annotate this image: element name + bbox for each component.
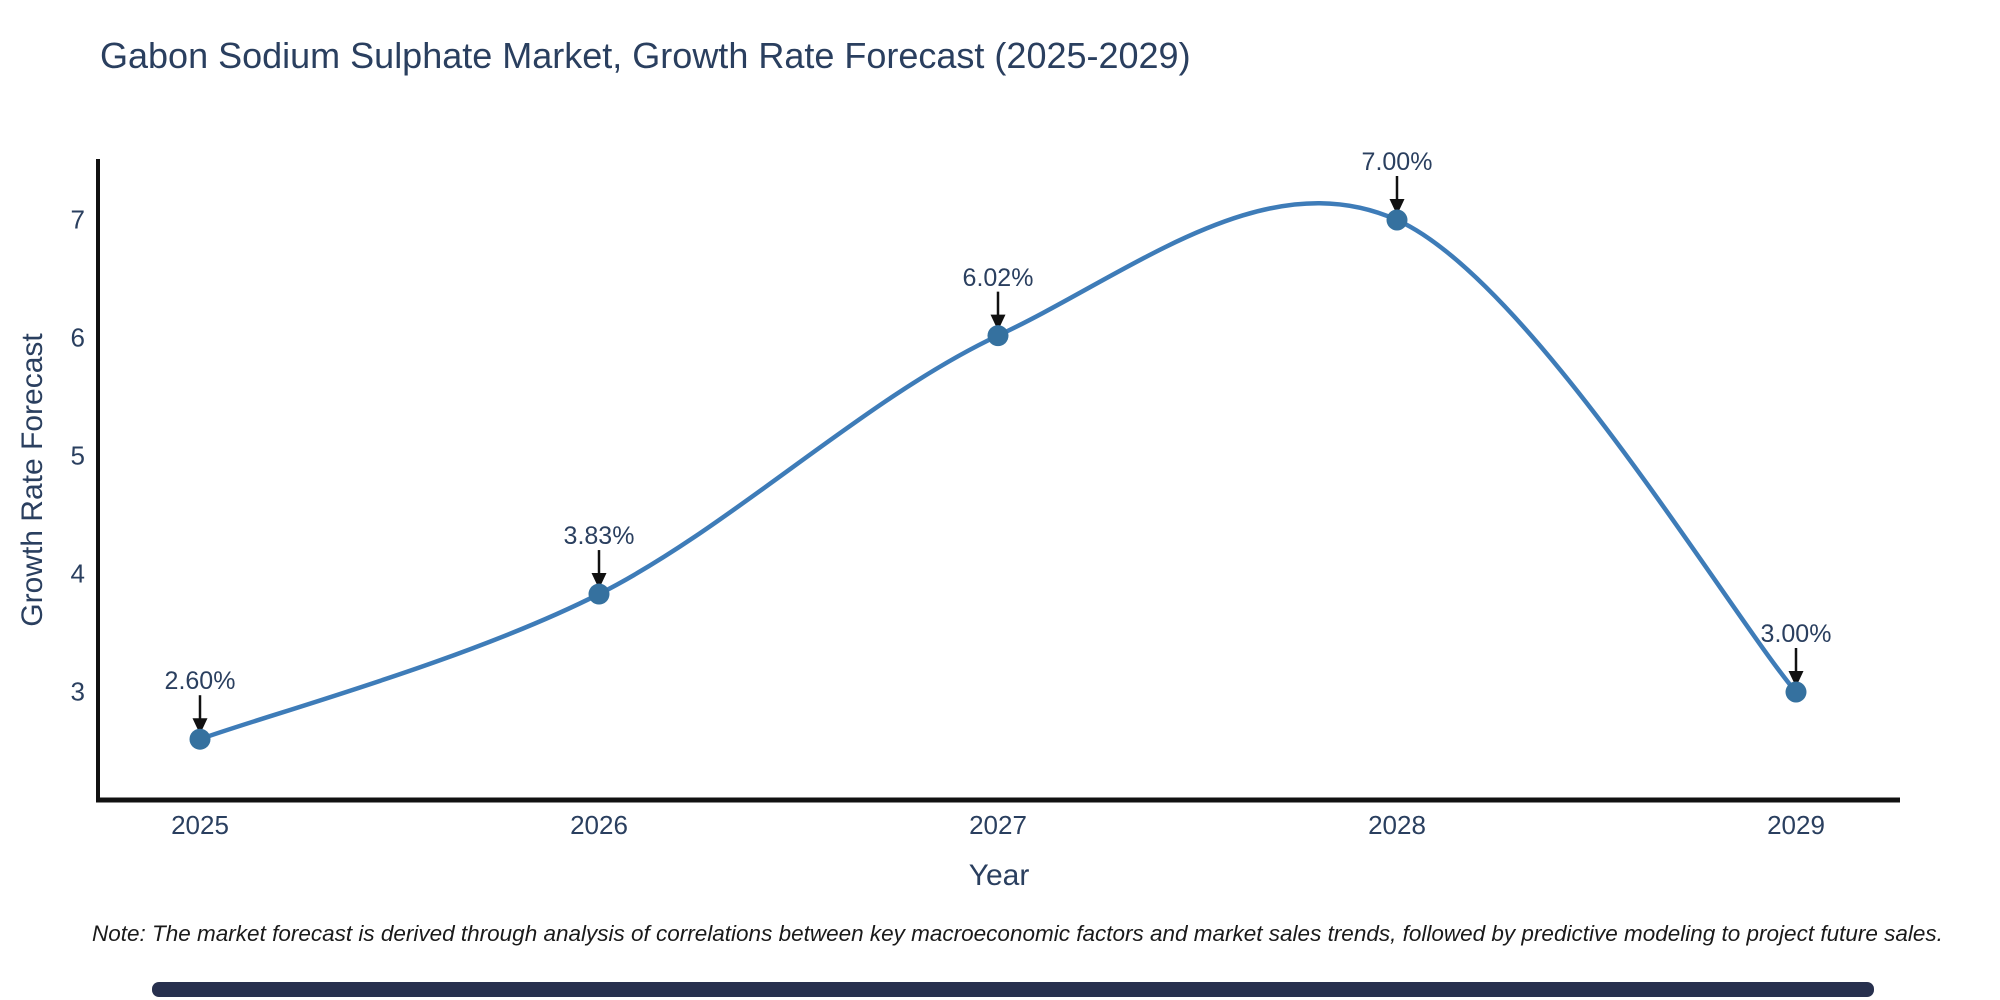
point-annotation: 7.00% — [1361, 148, 1433, 176]
trend-line — [197, 201, 1799, 742]
point-annotation: 2.60% — [164, 667, 236, 696]
point-annotation: 3.83% — [563, 522, 635, 551]
y-tick-label: 4 — [70, 558, 85, 589]
point-annotation: 3.00% — [1760, 620, 1832, 648]
footnote: Note: The market forecast is derived thr… — [92, 921, 1943, 946]
data-point-2026[interactable] — [588, 583, 610, 605]
x-tick-label: 2027 — [969, 810, 1027, 840]
annotation-arrowhead-icon — [1389, 199, 1405, 215]
annotation-arrowhead-icon — [591, 573, 607, 590]
y-tick-label: 6 — [70, 322, 85, 353]
data-point-2025[interactable] — [189, 728, 211, 750]
annotation-arrowhead-icon — [990, 314, 1006, 331]
x-tick-label: 2029 — [1767, 810, 1825, 840]
x-tick-label: 2025 — [171, 810, 229, 840]
chart-title: Gabon Sodium Sulphate Market, Growth Rat… — [100, 35, 1191, 76]
data-point-2028[interactable] — [1386, 209, 1408, 231]
point-annotation: 6.02% — [962, 263, 1034, 292]
x-tick-label: 2028 — [1368, 810, 1426, 840]
data-point-2029[interactable] — [1785, 681, 1807, 703]
data-point-2027[interactable] — [987, 325, 1009, 347]
x-tick-label: 2026 — [570, 810, 628, 840]
y-tick-label: 7 — [70, 204, 85, 235]
annotation-arrowhead-icon — [1788, 671, 1804, 687]
y-tick-label: 3 — [70, 676, 85, 707]
annotation-arrowhead-icon — [192, 718, 208, 735]
x-axis-title: Year — [968, 859, 1030, 892]
footer-bar — [152, 982, 1874, 997]
y-tick-label: 5 — [70, 440, 85, 471]
